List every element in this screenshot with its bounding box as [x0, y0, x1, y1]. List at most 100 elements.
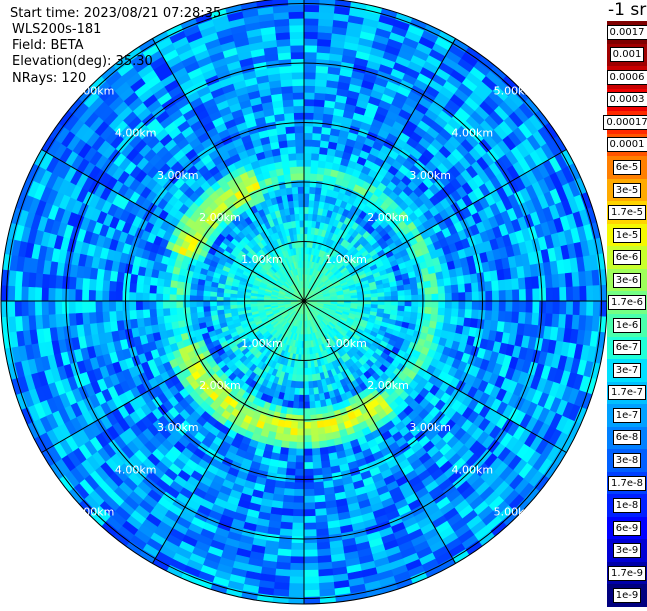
- range-gate-cell: [404, 306, 411, 312]
- range-gate-cell: [458, 284, 465, 293]
- range-gate-cell: [190, 301, 197, 307]
- range-gate-cell: [465, 292, 472, 301]
- range-gate-cell: [304, 200, 309, 207]
- range-gate-cell: [304, 523, 316, 530]
- range-gate-cell: [304, 456, 313, 463]
- range-gate-cell: [309, 395, 315, 402]
- range-gate-cell: [438, 286, 445, 294]
- range-gate-cell: [299, 388, 304, 395]
- range-gate-cell: [217, 305, 224, 310]
- range-gate-cell: [465, 301, 472, 310]
- range-gate-cell: [316, 66, 329, 74]
- range-gate-cell: [190, 295, 197, 301]
- range-gate-cell: [304, 106, 314, 113]
- range-gate-cell: [512, 290, 519, 301]
- range-gate-cell: [89, 279, 97, 291]
- range-gate-cell: [304, 503, 315, 510]
- range-gate-cell: [279, 535, 292, 543]
- range-gate-cell: [210, 306, 217, 311]
- range-gate-cell: [539, 288, 546, 301]
- range-gate-cell: [293, 496, 304, 503]
- range-gate-cell: [142, 293, 149, 302]
- range-gate-cell: [297, 422, 304, 429]
- range-gate-cell: [492, 281, 500, 292]
- range-gate-cell: [49, 274, 57, 288]
- range-gate-cell: [459, 301, 466, 310]
- range-gate-cell: [55, 288, 62, 301]
- range-gate-cell: [404, 284, 411, 290]
- range-gate-cell: [304, 462, 313, 469]
- range-gate-cell: [317, 549, 331, 557]
- range-gate-cell: [304, 489, 314, 496]
- range-gate-cell: [163, 308, 170, 316]
- range-gate-cell: [49, 314, 57, 328]
- range-gate-cell: [307, 361, 311, 368]
- range-gate-cell: [102, 290, 109, 301]
- range-gate-cell: [304, 530, 316, 537]
- range-gate-cell: [315, 93, 326, 101]
- range-gate-cell: [304, 72, 316, 79]
- range-gate-cell: [196, 295, 203, 301]
- range-gate-cell: [465, 310, 472, 319]
- range-gate-cell: [143, 284, 150, 293]
- range-gate-cell: [365, 298, 372, 302]
- range-gate-cell: [492, 301, 499, 311]
- range-gate-cell: [317, 46, 331, 54]
- range-gate-cell: [539, 301, 546, 314]
- range-gate-cell: [299, 395, 304, 402]
- range-gate-cell: [311, 160, 319, 167]
- range-gate-cell: [75, 301, 82, 313]
- range-gate-cell: [109, 291, 116, 301]
- range-gate-cell: [304, 395, 309, 402]
- range-gate-cell: [364, 294, 371, 298]
- range-gate-cell: [304, 563, 318, 570]
- range-gate-cell: [68, 289, 75, 301]
- range-gate-cell: [109, 281, 117, 292]
- range-gate-cell: [163, 294, 170, 301]
- range-gate-cell: [289, 435, 297, 442]
- range-gate-cell: [309, 388, 314, 395]
- range-gate-cell: [281, 515, 293, 523]
- range-gate-cell: [149, 293, 156, 301]
- range-gate-cell: [391, 301, 398, 306]
- range-gate-cell: [75, 313, 83, 325]
- range-gate-cell: [526, 289, 533, 301]
- range-gate-cell: [278, 542, 291, 550]
- range-gate-cell: [163, 286, 170, 294]
- range-gate-cell: [316, 522, 328, 530]
- range-gate-cell: [472, 301, 479, 310]
- range-gate-cell: [304, 153, 312, 160]
- range-gate-cell: [143, 309, 150, 318]
- range-gate-cell: [459, 293, 466, 302]
- range-gate-cell: [217, 301, 224, 306]
- range-gate-cell: [418, 301, 425, 307]
- range-gate-cell: [317, 52, 330, 60]
- range-gate-cell: [75, 289, 82, 301]
- range-gate-cell: [295, 469, 304, 476]
- range-gate-cell: [304, 79, 316, 86]
- range-gate-cell: [35, 301, 42, 315]
- range-gate-cell: [163, 315, 171, 323]
- range-gate-cell: [75, 277, 83, 289]
- range-gate-cell: [304, 415, 310, 422]
- range-gate-cell: [471, 310, 478, 320]
- range-gate-cell: [136, 310, 143, 319]
- range-gate-cell: [452, 301, 459, 309]
- range-gate-cell: [282, 509, 294, 517]
- range-gate-cell: [102, 280, 110, 291]
- range-gate-cell: [82, 301, 89, 313]
- range-gate-cell: [21, 286, 28, 301]
- range-gate-cell: [318, 160, 326, 168]
- range-gate-cell: [183, 301, 190, 307]
- range-gate-cell: [315, 401, 321, 408]
- range-gate-cell: [210, 301, 217, 306]
- range-gate-cell: [314, 482, 324, 490]
- range-gate-cell: [439, 301, 446, 308]
- range-gate-cell: [526, 301, 533, 313]
- range-gate-cell: [287, 455, 296, 462]
- range-gate-cell: [580, 301, 587, 316]
- range-gate-cell: [593, 286, 600, 302]
- range-gate-cell: [55, 314, 63, 327]
- range-gate-cell: [292, 530, 304, 537]
- range-gate-cell: [223, 301, 230, 305]
